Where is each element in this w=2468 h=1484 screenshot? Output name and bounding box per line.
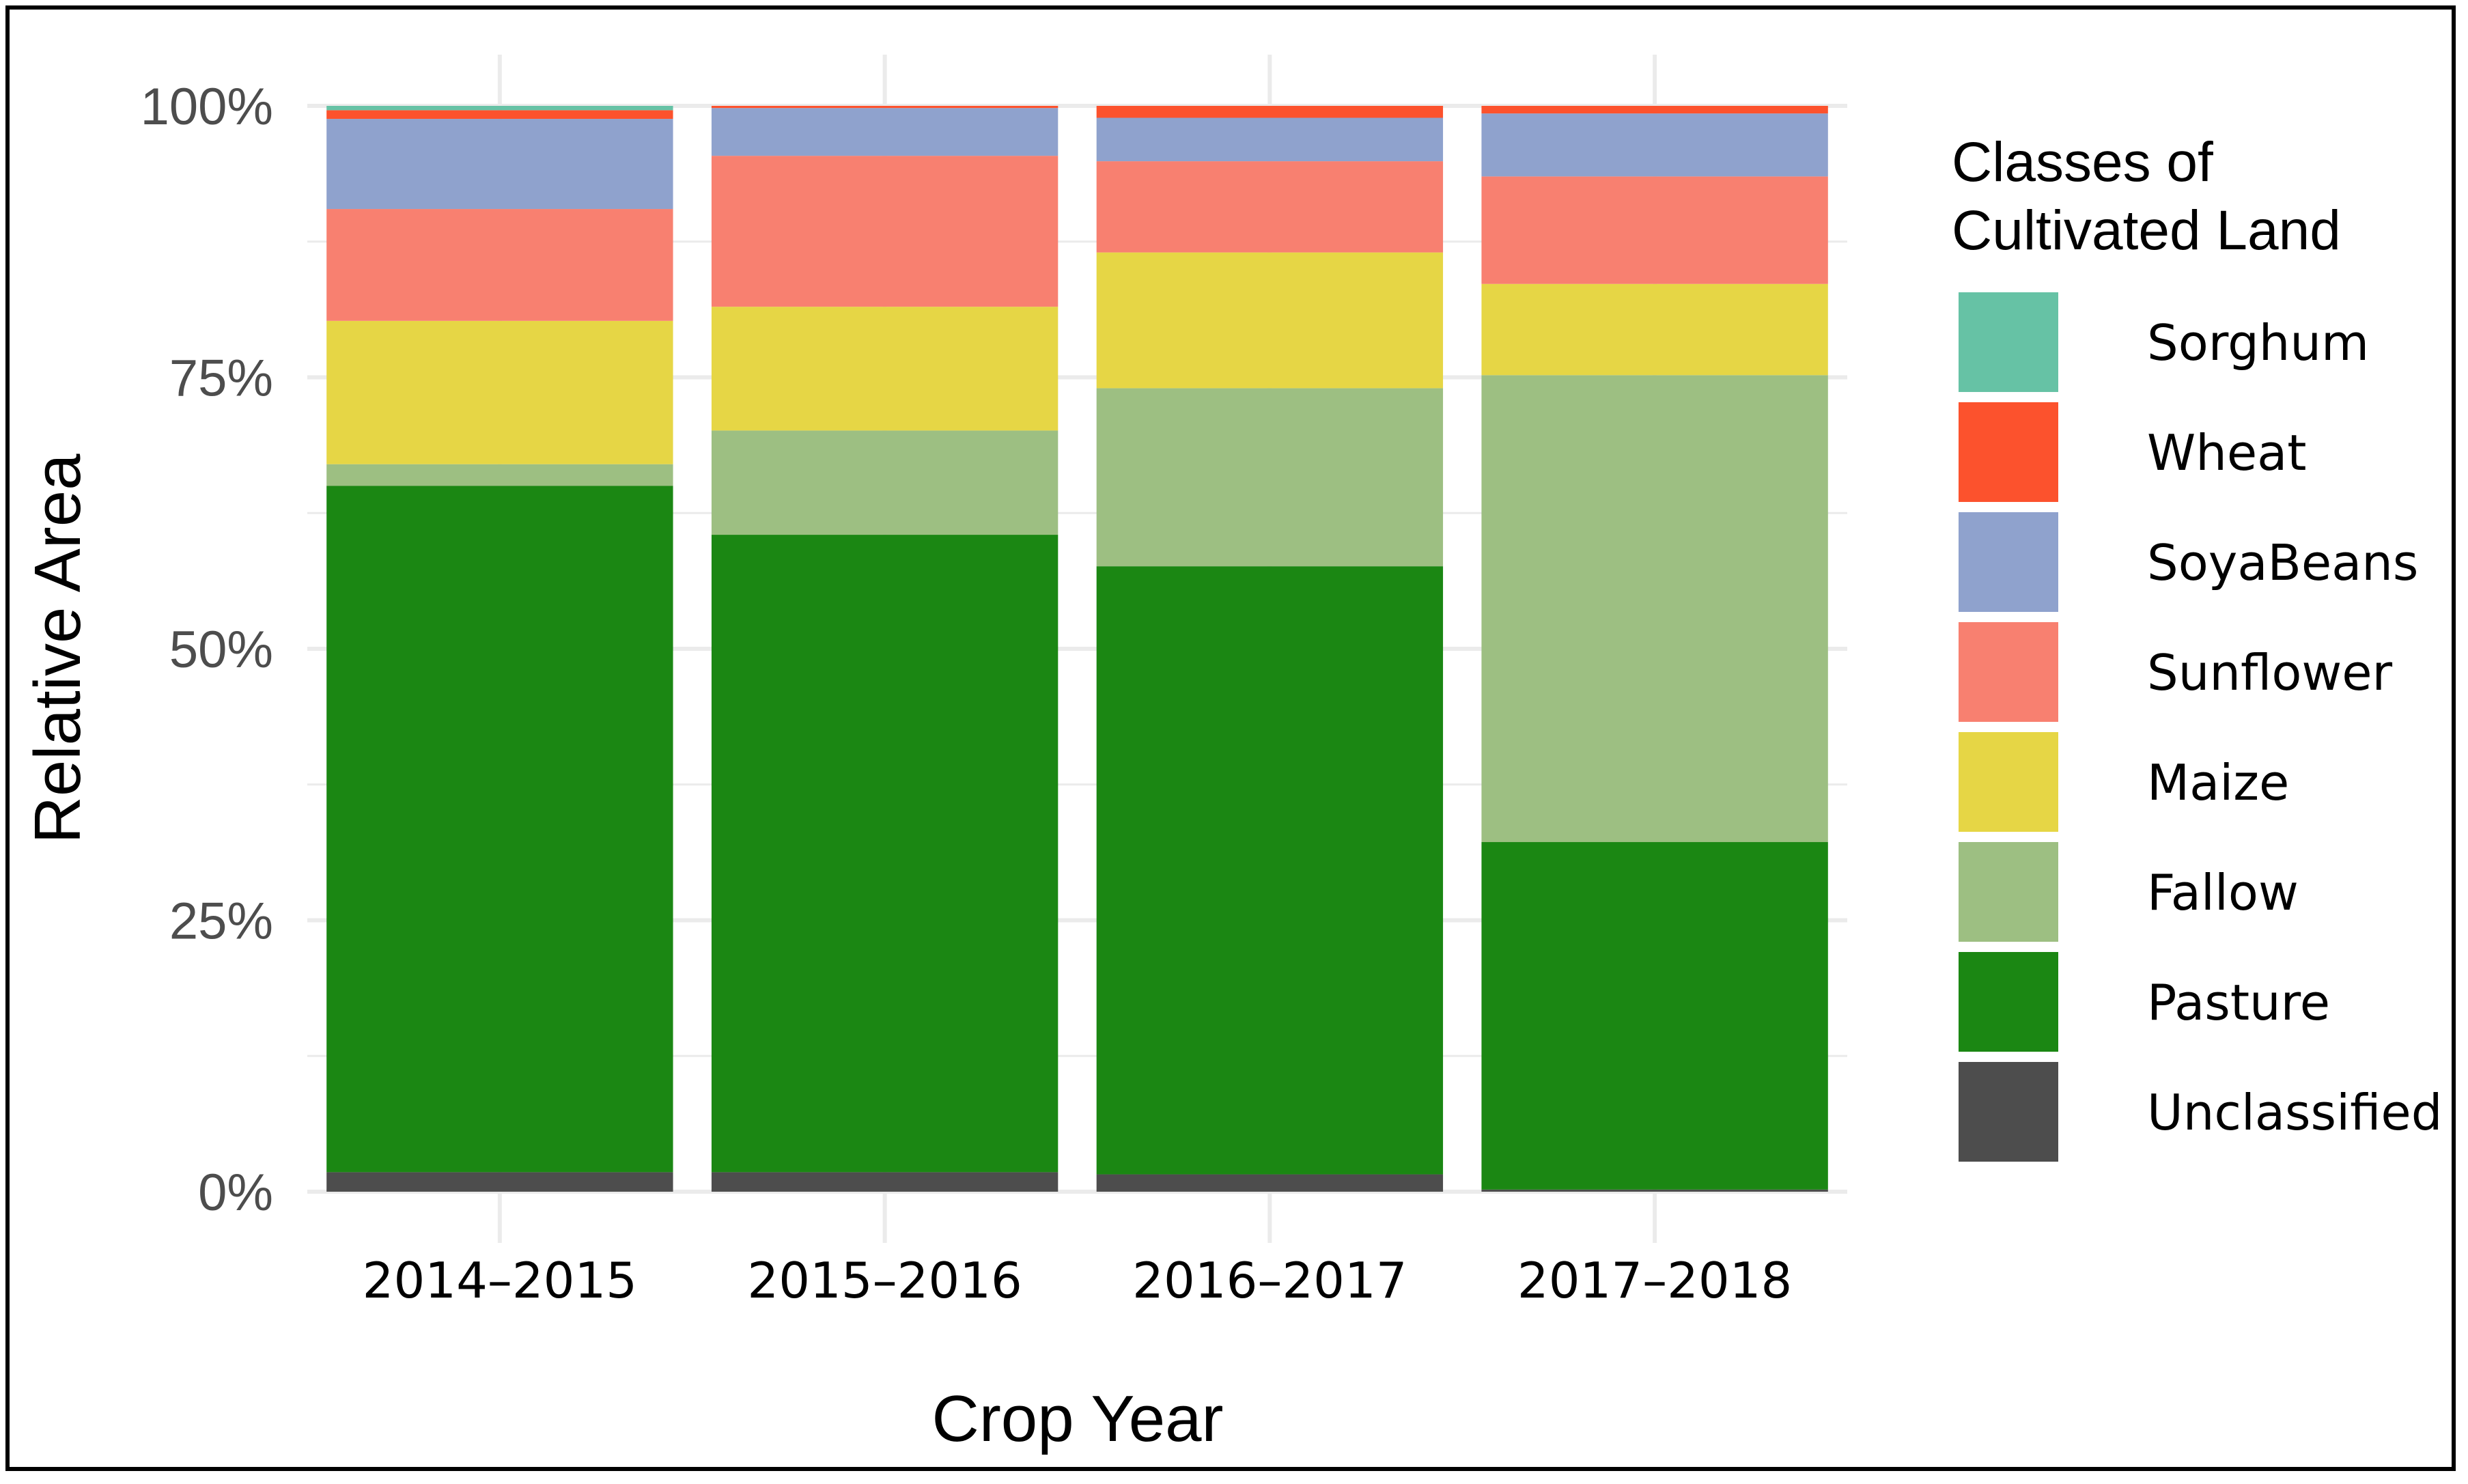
y-tick-label: 0% — [198, 1164, 273, 1222]
x-tick-label: 2017–2018 — [1517, 1252, 1792, 1309]
legend-title-line-1: Classes of — [1952, 131, 2213, 193]
x-tick-labels: 2014–2015 2015–2016 2016–2017 2017–2018 — [363, 1252, 1793, 1309]
bar-segment-maize-4 — [1481, 283, 1828, 376]
bar-segment-pasture-3 — [1096, 566, 1444, 1175]
legend-label-unclassified: Unclassified — [2147, 1084, 2442, 1141]
bar-segment-wheat-4 — [1481, 106, 1828, 114]
y-tick-label: 25% — [169, 893, 273, 951]
bar-segment-wheat-3 — [1096, 106, 1444, 118]
bars — [326, 106, 1828, 1192]
bar-segment-fallow-1 — [326, 464, 673, 486]
legend-key-sunflower — [1959, 622, 2058, 722]
y-tick-label: 50% — [169, 621, 273, 679]
y-tick-label: 100% — [141, 78, 273, 136]
bar-segment-pasture-1 — [326, 486, 673, 1173]
legend-key-unclassified — [1959, 1062, 2058, 1162]
x-tick-label: 2014–2015 — [363, 1252, 637, 1309]
bar-segment-soyabeans-3 — [1096, 117, 1444, 162]
bar-segment-pasture-2 — [711, 535, 1058, 1173]
legend-label-fallow: Fallow — [2147, 864, 2299, 921]
legend-key-soyabeans — [1959, 512, 2058, 612]
legend-key-sorghum — [1959, 292, 2058, 392]
bar-segment-unclassified-2 — [711, 1172, 1058, 1192]
legend-label-sunflower: Sunflower — [2147, 644, 2393, 701]
legend-label-wheat: Wheat — [2147, 424, 2306, 481]
bar-segment-maize-2 — [711, 307, 1058, 431]
legend-title-line-2: Cultivated Land — [1952, 199, 2341, 262]
legend-key-pasture — [1959, 952, 2058, 1052]
x-tick-label: 2015–2016 — [747, 1252, 1022, 1309]
bar-segment-wheat-1 — [326, 110, 673, 120]
legend-key-fallow — [1959, 842, 2058, 942]
bar-segment-sunflower-4 — [1481, 176, 1828, 284]
bar-segment-sunflower-2 — [711, 156, 1058, 307]
legend-label-sorghum: Sorghum — [2147, 314, 2369, 372]
legend: Classes of Cultivated Land SorghumWheatS… — [1952, 131, 2442, 1162]
bar-segment-unclassified-3 — [1096, 1174, 1444, 1192]
bar-segment-pasture-4 — [1481, 842, 1828, 1190]
legend-label-maize: Maize — [2147, 754, 2289, 811]
bar-segment-sorghum-1 — [326, 106, 673, 111]
y-axis-title: Relative Area — [21, 453, 94, 844]
legend-items: Sorghum Wheat SoyaBeans Sunflower Maize Fallo… — [1959, 292, 2442, 1162]
bar-segment-unclassified-4 — [1481, 1189, 1828, 1192]
bar-segment-wheat-2 — [711, 106, 1058, 109]
x-tick-label: 2016–2017 — [1132, 1252, 1407, 1309]
bar-segment-soyabeans-1 — [326, 119, 673, 210]
legend-label-pasture: Pasture — [2147, 974, 2330, 1031]
bar-segment-sunflower-3 — [1096, 161, 1444, 253]
legend-label-soyabeans: SoyaBeans — [2147, 534, 2418, 591]
bar-segment-fallow-3 — [1096, 388, 1444, 567]
bar-segment-maize-3 — [1096, 252, 1444, 389]
bar-segment-maize-1 — [326, 320, 673, 464]
y-tick-label: 75% — [169, 350, 273, 408]
legend-key-wheat — [1959, 402, 2058, 502]
y-tick-labels: 0% 25% 50% 75% 100% — [141, 78, 273, 1222]
bar-segment-unclassified-1 — [326, 1172, 673, 1192]
bar-segment-soyabeans-4 — [1481, 113, 1828, 177]
bar-segment-sunflower-1 — [326, 209, 673, 321]
x-axis-title: Crop Year — [932, 1382, 1224, 1455]
bar-segment-fallow-4 — [1481, 375, 1828, 843]
bar-segment-fallow-2 — [711, 430, 1058, 535]
bar-segment-soyabeans-2 — [711, 108, 1058, 156]
legend-key-maize — [1959, 732, 2058, 832]
